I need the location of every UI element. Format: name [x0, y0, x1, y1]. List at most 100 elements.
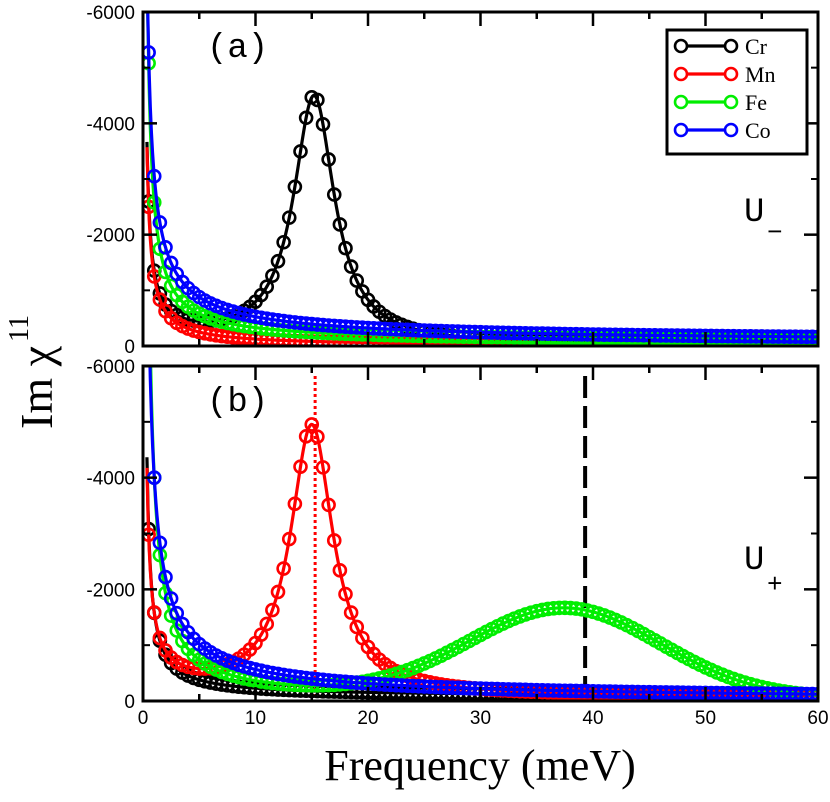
panel-a: 0 -2000 -4000 -6000 (a) U−: [86, 3, 820, 358]
plot-area-b: [143, 366, 818, 701]
legend: Cr Mn Fe Co: [665, 28, 809, 156]
legend-label: Co: [745, 118, 771, 143]
data-point: [169, 605, 185, 621]
u-annotation: U: [744, 194, 764, 232]
x-tick-label: 10: [245, 708, 266, 729]
x-tick-label: 30: [470, 708, 491, 729]
y-tick-label: -6000: [86, 3, 135, 24]
legend-label: Cr: [745, 34, 768, 59]
data-point: [158, 569, 173, 585]
data-point: [265, 268, 280, 283]
data-point: [152, 292, 168, 307]
x-tick-label: 0: [138, 708, 149, 729]
data-point: [310, 429, 325, 445]
legend-marker: [723, 122, 739, 138]
u-annotation-subscript: −: [767, 218, 783, 248]
legend-entry-co: Co: [673, 118, 771, 143]
data-point: [158, 240, 173, 255]
data-point: [298, 110, 314, 126]
data-point: [163, 591, 179, 606]
x-axis-ticks: 0 10 20 30 40 50 60: [138, 708, 829, 729]
data-point: [152, 630, 168, 646]
data-point: [338, 240, 353, 256]
data-point: [253, 627, 269, 643]
data-point: [310, 92, 325, 108]
legend-marker: [673, 122, 689, 138]
y-tick-label: -4000: [86, 469, 135, 490]
legend-marker: [723, 66, 739, 82]
data-point: [315, 460, 331, 475]
data-point: [259, 616, 275, 632]
data-point: [270, 253, 286, 269]
legend-entry-cr: Cr: [673, 34, 768, 59]
data-point: [152, 215, 168, 230]
data-point: [810, 686, 818, 701]
y-axis-title-main: Im χ: [11, 345, 62, 429]
data-point: [293, 459, 308, 474]
series-line-co: [148, 366, 818, 696]
x-tick-label: 40: [582, 708, 603, 729]
y-tick-label: -2000: [86, 226, 135, 247]
data-point: [287, 179, 303, 195]
legend-marker: [673, 38, 689, 54]
legend-entry-mn: Mn: [673, 62, 776, 87]
data-point: [349, 619, 365, 635]
data-point: [315, 117, 331, 132]
data-point: [163, 255, 179, 271]
data-point: [321, 152, 336, 167]
legend-marker: [673, 94, 689, 110]
y-tick-label: -6000: [86, 357, 135, 378]
data-point: [326, 533, 342, 548]
data-point: [270, 584, 286, 600]
x-tick-label: 60: [807, 708, 828, 729]
data-point: [276, 234, 291, 250]
data-point: [332, 563, 348, 578]
u-annotation-subscript: +: [767, 570, 783, 600]
y-tick-label: -2000: [86, 580, 135, 601]
legend-marker: [673, 66, 689, 82]
y-tick-label: 0: [124, 692, 135, 713]
data-point: [338, 586, 353, 602]
data-point: [143, 527, 156, 543]
data-point: [304, 417, 320, 432]
data-point: [281, 210, 297, 225]
y-axis-title-superscript: 11: [4, 315, 35, 342]
data-point: [143, 45, 156, 60]
y-tick-label: -4000: [86, 114, 135, 135]
x-tick-label: 50: [695, 708, 716, 729]
panel-b: 0 -2000 -4000 -6000 (b) U+: [86, 357, 820, 713]
data-point: [265, 602, 280, 618]
data-point: [810, 329, 818, 345]
data-point: [293, 144, 308, 159]
data-point: [146, 605, 162, 620]
data-point: [332, 217, 348, 232]
data-point: [343, 259, 359, 274]
data-point: [321, 497, 336, 513]
data-point: [287, 496, 303, 512]
panel-label: (a): [207, 30, 268, 68]
svg-text:Im χ11: Im χ 11: [4, 315, 62, 429]
legend-marker: [723, 38, 739, 54]
panel-label: (b): [207, 384, 268, 422]
data-point: [146, 168, 162, 184]
data-point: [276, 561, 291, 576]
data-point: [146, 195, 162, 210]
data-point: [805, 329, 818, 345]
data-point: [152, 535, 168, 551]
legend-label: Fe: [745, 90, 767, 115]
legend-marker: [723, 94, 739, 110]
y-axis-title: Im χ 11: [4, 315, 62, 429]
y-tick-label: 0: [124, 337, 135, 358]
legend-entry-fe: Fe: [673, 90, 767, 115]
data-point: [326, 187, 342, 202]
legend-label: Mn: [745, 62, 776, 87]
data-point: [281, 531, 297, 547]
data-point: [349, 273, 365, 288]
x-tick-label: 20: [357, 708, 378, 729]
x-axis-title: Frequency (meV): [324, 741, 636, 790]
data-point: [259, 279, 275, 295]
series-co: [146, 366, 818, 701]
series-mn: [143, 417, 818, 701]
data-point: [343, 605, 359, 620]
